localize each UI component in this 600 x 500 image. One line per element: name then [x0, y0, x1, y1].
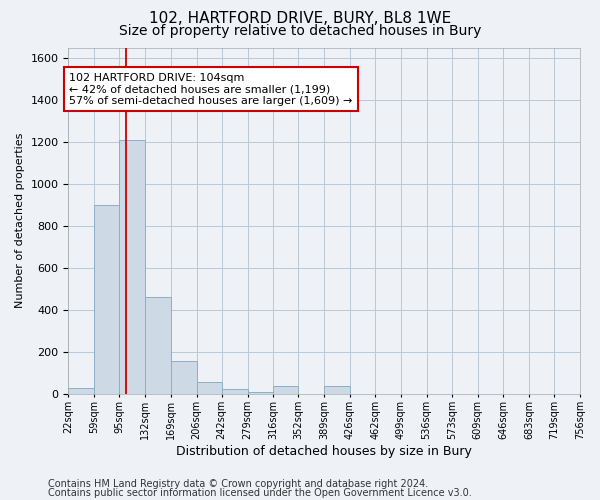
- Bar: [94, 205, 119, 394]
- Bar: [324, 386, 350, 394]
- Bar: [119, 140, 145, 394]
- Bar: [274, 386, 298, 394]
- Bar: [197, 382, 222, 394]
- Bar: [68, 388, 94, 394]
- X-axis label: Distribution of detached houses by size in Bury: Distribution of detached houses by size …: [176, 444, 472, 458]
- Text: Contains HM Land Registry data © Crown copyright and database right 2024.: Contains HM Land Registry data © Crown c…: [48, 479, 428, 489]
- Bar: [222, 389, 248, 394]
- Bar: [145, 298, 171, 394]
- Text: 102, HARTFORD DRIVE, BURY, BL8 1WE: 102, HARTFORD DRIVE, BURY, BL8 1WE: [149, 11, 451, 26]
- Bar: [171, 362, 197, 394]
- Text: Size of property relative to detached houses in Bury: Size of property relative to detached ho…: [119, 24, 481, 38]
- Y-axis label: Number of detached properties: Number of detached properties: [15, 133, 25, 308]
- Bar: [248, 392, 274, 394]
- Text: 102 HARTFORD DRIVE: 104sqm
← 42% of detached houses are smaller (1,199)
57% of s: 102 HARTFORD DRIVE: 104sqm ← 42% of deta…: [69, 72, 352, 106]
- Text: Contains public sector information licensed under the Open Government Licence v3: Contains public sector information licen…: [48, 488, 472, 498]
